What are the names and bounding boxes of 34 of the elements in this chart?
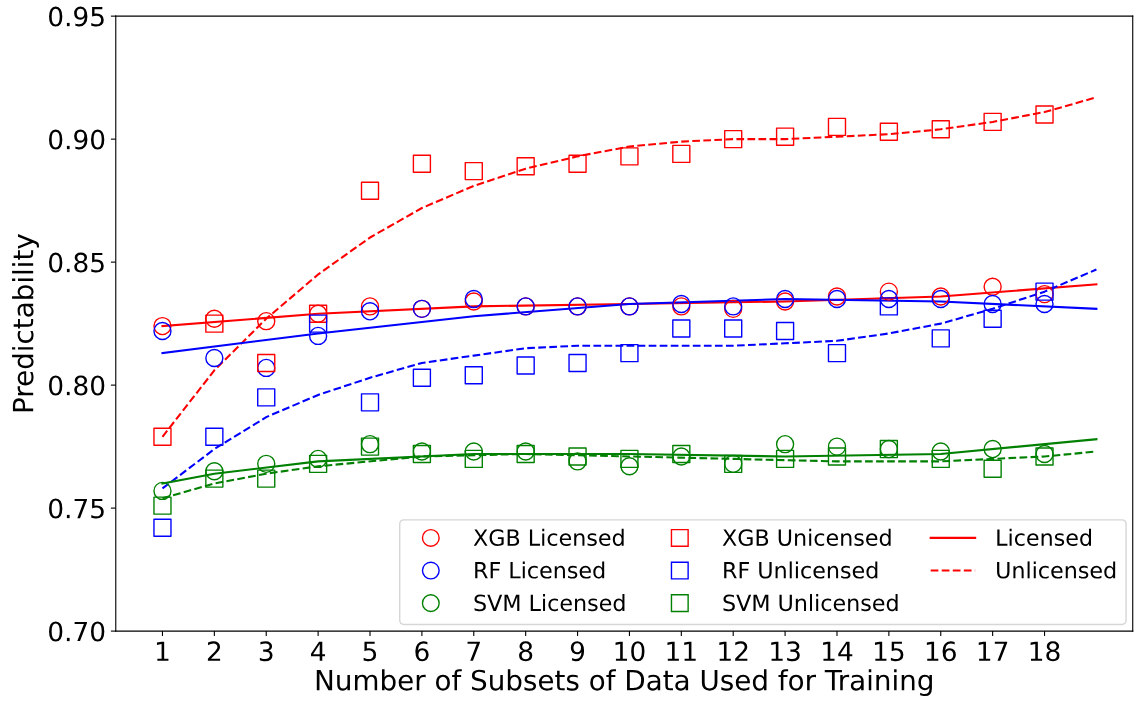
x-tick-label: 11	[667, 641, 696, 661]
x-tick-label: 16	[926, 641, 956, 662]
x-tick-label: 8	[519, 641, 533, 662]
y-axis-title: Predictability	[12, 234, 39, 412]
y-tick-label: 0.90	[49, 129, 105, 150]
x-tick-label: 4	[311, 641, 326, 661]
x-tick-label: 3	[259, 641, 273, 662]
x-tick-label: 13	[771, 641, 800, 662]
x-axis-title: Number of Subsets of Data Used for Training	[316, 669, 932, 697]
legend-label: XGB Licensed	[473, 528, 624, 546]
y-tick-label: 0.80	[49, 375, 105, 396]
x-tick-label: 9	[570, 641, 585, 662]
x-tick-label: 7	[467, 641, 480, 661]
x-tick-label: 12	[719, 641, 748, 661]
x-tick-label: 6	[415, 641, 429, 662]
legend-label: XGB Unicensed	[722, 528, 891, 546]
y-tick-label: 0.75	[49, 498, 104, 519]
x-tick-label: 14	[823, 641, 853, 661]
y-tick-label: 0.95	[49, 6, 104, 27]
y-tick-label: 0.85	[49, 252, 104, 273]
legend-label: RF Licensed	[475, 561, 605, 579]
x-tick-label: 1	[156, 641, 169, 661]
x-tick-label: 17	[978, 641, 1008, 661]
legend-label: SVM Unlicensed	[723, 594, 898, 612]
x-tick-label: 15	[874, 641, 904, 662]
legend-label: Unlicensed	[997, 561, 1116, 579]
x-tick-label: 10	[615, 641, 645, 662]
y-tick-label: 0.70	[49, 621, 105, 642]
x-tick-label: 2	[207, 641, 221, 661]
legend-label: Licensed	[997, 528, 1092, 546]
x-tick-label: 18	[1030, 641, 1060, 662]
legend-label: RF Unlicensed	[724, 561, 878, 579]
x-tick-label: 5	[363, 641, 377, 662]
legend-label: SVM Licensed	[474, 594, 625, 612]
